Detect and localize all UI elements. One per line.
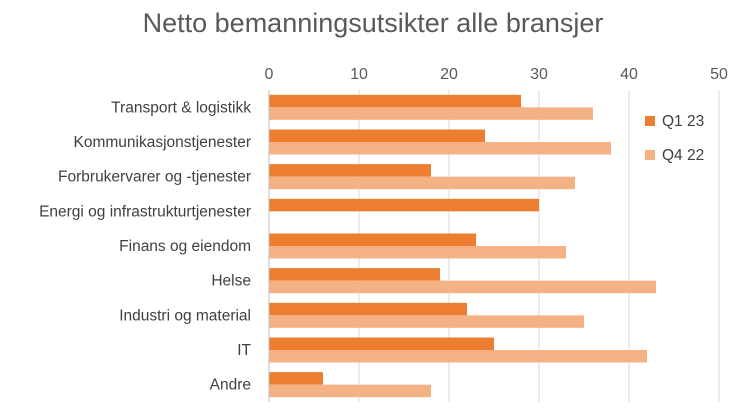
y-tick-label: Andre — [210, 377, 251, 394]
bar-q4-22 — [269, 384, 431, 398]
bar-q1-23 — [269, 337, 494, 350]
chart-title: Netto bemanningsutsikter alle bransjer — [142, 8, 604, 38]
bar-q1-23 — [269, 268, 440, 281]
bar-q1-23 — [269, 129, 485, 142]
bar-q4-22 — [269, 107, 593, 120]
y-tick-label: Helse — [211, 273, 251, 290]
bar-q1-23 — [269, 94, 521, 108]
bar-q1-23 — [269, 198, 539, 212]
x-tick-label: 50 — [710, 66, 728, 83]
y-tick-label: IT — [237, 342, 251, 359]
x-tick-label: 40 — [620, 66, 638, 83]
bar-q4-22 — [269, 350, 647, 363]
x-tick-label: 0 — [265, 66, 274, 83]
y-tick-label: Kommunikasjonstjenester — [74, 134, 251, 151]
legend-swatch — [645, 150, 655, 160]
x-tick-label: 10 — [350, 66, 368, 83]
bar-q1-23 — [269, 233, 476, 246]
y-tick-label: Energi og infrastrukturtjenester — [39, 203, 251, 220]
legend-label: Q4 22 — [662, 147, 704, 164]
bar-q4-22 — [269, 246, 566, 259]
legend-label: Q1 23 — [662, 113, 704, 130]
bar-q1-23 — [269, 372, 323, 385]
bar-q4-22 — [269, 280, 656, 294]
y-tick-label: Forbrukervarer og -tjenester — [58, 169, 251, 186]
y-tick-label: Industri og material — [119, 307, 251, 324]
bar-q4-22 — [269, 176, 575, 190]
bar-q4-22 — [269, 315, 584, 328]
bar-q4-22 — [269, 142, 611, 155]
bar-q1-23 — [269, 164, 431, 177]
x-tick-label: 30 — [530, 66, 548, 83]
x-tick-label: 20 — [440, 66, 458, 83]
bar-q1-23 — [269, 302, 467, 316]
legend-swatch — [645, 116, 655, 126]
y-tick-label: Finans og eiendom — [119, 238, 251, 255]
y-tick-label: Transport & logistikk — [111, 99, 251, 116]
